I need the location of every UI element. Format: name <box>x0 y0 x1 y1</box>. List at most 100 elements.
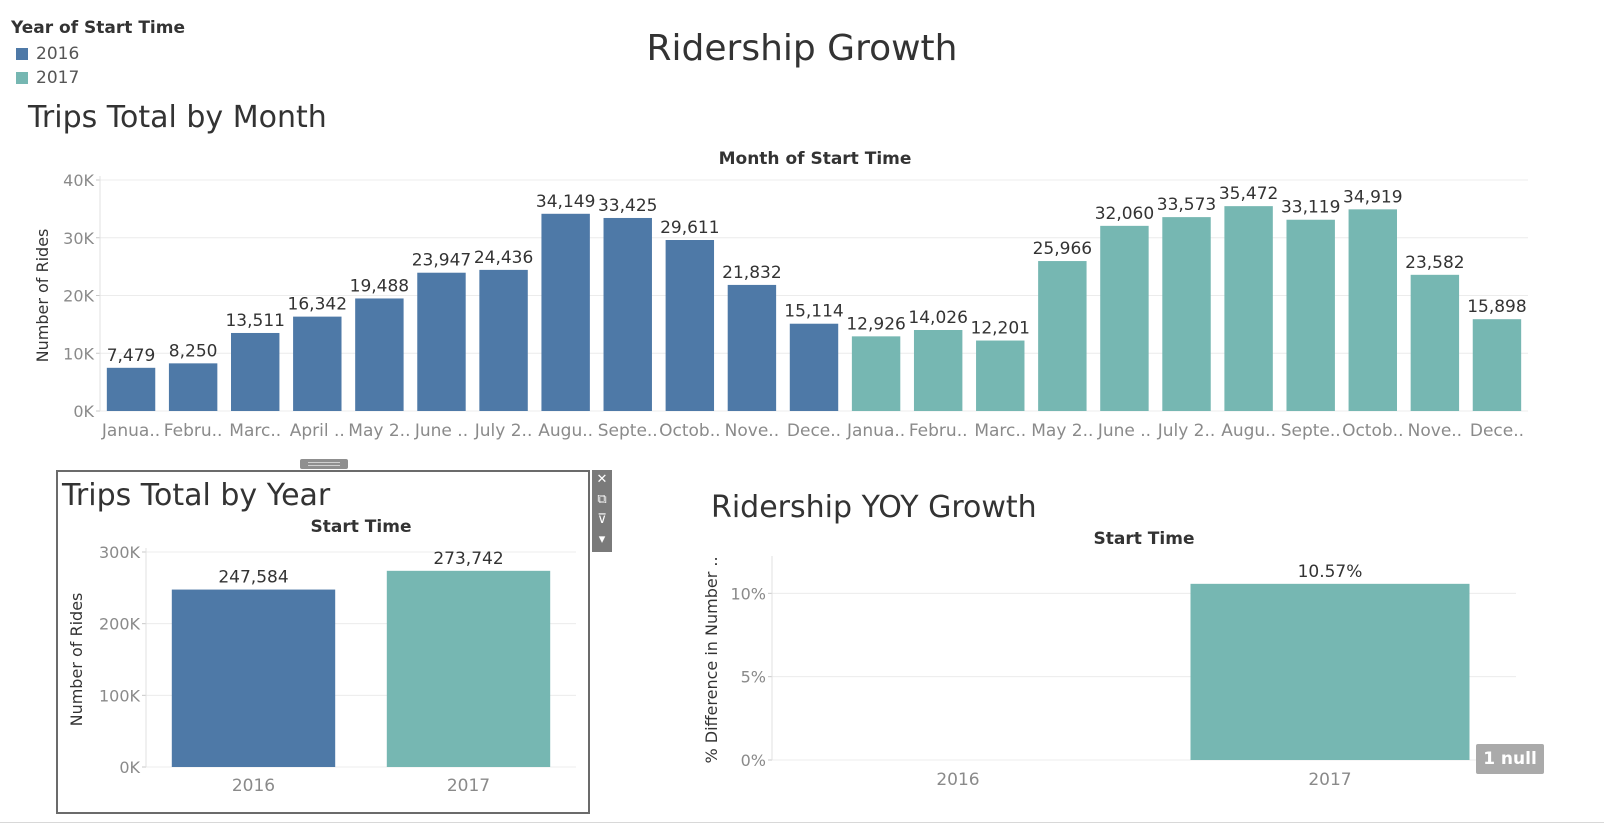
data-label-month-20: 34,919 <box>1343 187 1402 207</box>
x-tick-label-month-1: Febru.. <box>164 421 223 441</box>
color-legend[interactable]: Year of Start Time 2016 2017 <box>11 18 185 90</box>
bar-month-17[interactable] <box>1162 217 1211 411</box>
x-tick-label-month-9: Octob.. <box>659 421 720 441</box>
legend-swatch-2017 <box>16 72 28 84</box>
y-axis-label-yoy: % Difference in Number .. <box>702 556 721 763</box>
bar-month-4[interactable] <box>355 298 404 411</box>
bar-month-10[interactable] <box>727 284 777 411</box>
bar-month-6[interactable] <box>479 269 528 411</box>
bar-month-16[interactable] <box>1100 225 1149 411</box>
data-label-month-21: 23,582 <box>1405 253 1464 273</box>
x-tick-label-month-8: Septe.. <box>598 421 658 441</box>
y-tick-label-month: 30K <box>63 229 94 248</box>
data-label-year-1: 273,742 <box>433 549 503 569</box>
x-tick-label-yoy-1: 2017 <box>1308 770 1351 790</box>
y-tick-label-year: 200K <box>99 615 141 634</box>
bar-year-1[interactable] <box>386 570 551 767</box>
sheet-toolbar: ✕ ⧉ ⊽ ▾ <box>592 470 612 552</box>
data-label-month-1: 8,250 <box>169 341 218 361</box>
filter-icon[interactable]: ⊽ <box>597 512 607 527</box>
bar-month-0[interactable] <box>106 367 156 411</box>
x-tick-label-month-14: Marc.. <box>974 421 1026 441</box>
bar-month-13[interactable] <box>913 329 963 411</box>
x-tick-label-year-0: 2016 <box>232 776 275 796</box>
legend-item-2017[interactable]: 2017 <box>11 66 185 90</box>
data-label-month-16: 32,060 <box>1095 204 1154 224</box>
legend-swatch-2016 <box>16 48 28 60</box>
bottom-divider <box>0 822 1604 823</box>
bar-month-19[interactable] <box>1286 219 1335 411</box>
data-label-month-13: 14,026 <box>908 308 967 328</box>
x-tick-label-yoy-0: 2016 <box>936 770 979 790</box>
y-tick-label-yoy: 10% <box>730 584 766 603</box>
sheet-title-yoy: Ridership YOY Growth <box>711 490 1037 525</box>
y-tick-label-month: 40K <box>63 171 94 190</box>
x-tick-label-month-3: April .. <box>290 421 345 441</box>
data-label-month-15: 25,966 <box>1033 239 1092 259</box>
x-tick-label-month-11: Dece.. <box>787 421 841 441</box>
legend-item-2016[interactable]: 2016 <box>11 42 185 66</box>
x-tick-label-month-21: Nove.. <box>1408 421 1462 441</box>
bar-month-14[interactable] <box>976 340 1025 411</box>
bar-month-1[interactable] <box>168 363 218 411</box>
x-tick-label-month-22: Dece.. <box>1470 421 1524 441</box>
x-tick-label-month-6: July 2.. <box>474 421 533 441</box>
data-label-month-4: 19,488 <box>350 276 409 296</box>
x-tick-label-month-15: May 2.. <box>1031 421 1093 441</box>
bar-month-7[interactable] <box>541 213 590 411</box>
bar-month-3[interactable] <box>293 316 342 411</box>
data-label-month-5: 23,947 <box>412 251 471 271</box>
data-label-month-12: 12,926 <box>846 314 905 334</box>
bar-month-18[interactable] <box>1224 206 1273 411</box>
close-icon[interactable]: ✕ <box>596 472 608 487</box>
y-tick-label-year: 0K <box>119 758 140 777</box>
data-label-month-3: 16,342 <box>288 295 347 315</box>
more-options-icon[interactable]: ▾ <box>598 532 606 547</box>
drag-handle[interactable] <box>300 459 348 469</box>
data-label-month-19: 33,119 <box>1281 198 1340 218</box>
x-tick-label-month-10: Nove.. <box>725 421 779 441</box>
legend-label-2017: 2017 <box>36 68 80 88</box>
x-tick-label-month-7: Augu.. <box>538 421 593 441</box>
y-tick-label-month: 10K <box>63 344 94 363</box>
bar-yoy-1[interactable] <box>1190 583 1470 760</box>
legend-label-2016: 2016 <box>36 44 80 64</box>
data-label-month-17: 33,573 <box>1157 195 1216 215</box>
popout-icon[interactable]: ⧉ <box>597 492 607 507</box>
data-label-month-9: 29,611 <box>660 218 719 238</box>
bar-month-11[interactable] <box>789 323 839 411</box>
bar-month-20[interactable] <box>1348 209 1397 411</box>
bar-month-22[interactable] <box>1472 319 1522 411</box>
x-tick-label-month-16: June .. <box>1097 421 1151 441</box>
chart-title-month: Month of Start Time <box>719 149 912 169</box>
bar-month-5[interactable] <box>417 272 466 411</box>
null-indicator-badge[interactable]: 1 null <box>1476 744 1544 774</box>
bar-month-9[interactable] <box>665 239 715 411</box>
sheet-title-year: Trips Total by Year <box>62 478 331 513</box>
bar-month-8[interactable] <box>603 217 652 411</box>
x-tick-label-month-17: July 2.. <box>1157 421 1216 441</box>
x-tick-label-month-4: May 2.. <box>348 421 410 441</box>
legend-title: Year of Start Time <box>11 18 185 38</box>
y-tick-label-yoy: 5% <box>741 668 766 687</box>
x-tick-label-month-19: Septe.. <box>1281 421 1341 441</box>
bar-month-21[interactable] <box>1410 274 1460 411</box>
data-label-year-0: 247,584 <box>218 568 288 588</box>
dashboard-title: Ridership Growth <box>646 28 958 69</box>
x-tick-label-month-18: Augu.. <box>1221 421 1276 441</box>
bar-month-12[interactable] <box>851 336 901 411</box>
sheet-title-month: Trips Total by Month <box>28 100 327 135</box>
y-tick-label-yoy: 0% <box>741 751 766 770</box>
bar-year-0[interactable] <box>171 589 336 767</box>
x-tick-label-month-0: Janua.. <box>101 421 160 441</box>
x-tick-label-month-13: Febru.. <box>909 421 968 441</box>
data-label-month-2: 13,511 <box>225 311 284 331</box>
bar-month-2[interactable] <box>231 332 280 411</box>
data-label-yoy-1: 10.57% <box>1298 562 1363 582</box>
bar-month-15[interactable] <box>1038 261 1087 411</box>
data-label-month-6: 24,436 <box>474 248 533 268</box>
data-label-month-14: 12,201 <box>971 319 1030 339</box>
